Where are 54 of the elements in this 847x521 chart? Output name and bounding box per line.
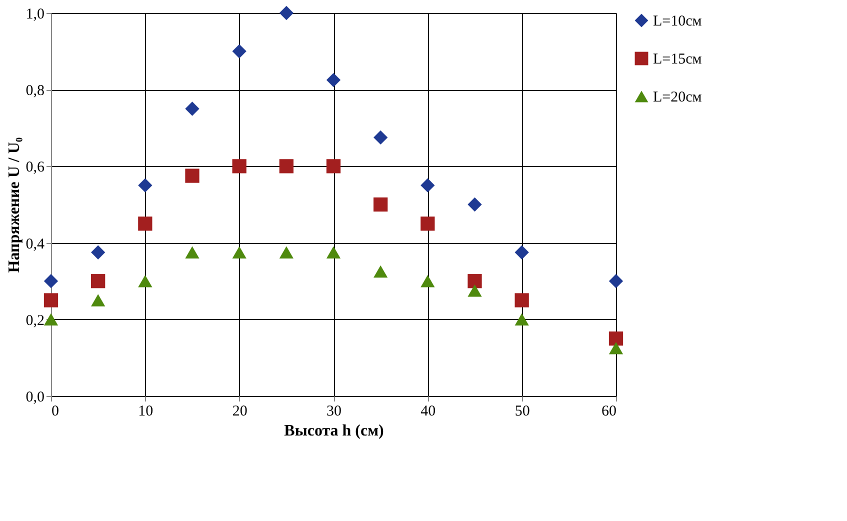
point	[185, 168, 200, 183]
point	[420, 216, 435, 231]
x-tick-label: 50	[514, 404, 530, 420]
point	[514, 293, 529, 308]
y-tick-label: 0,6	[26, 160, 45, 176]
point	[468, 274, 482, 288]
point	[374, 265, 388, 278]
y-tick-label: 0,2	[26, 312, 44, 329]
x-tick-label: 30	[326, 404, 342, 420]
point	[420, 178, 435, 192]
x-tick-label: 20	[232, 404, 248, 420]
point	[326, 246, 341, 258]
point	[468, 197, 482, 212]
point	[608, 342, 624, 354]
y-tick-label: 1,0	[26, 6, 44, 22]
legend-label: L=10см	[653, 14, 702, 30]
point	[608, 274, 624, 288]
point	[608, 331, 624, 346]
point	[232, 159, 246, 174]
x-tick-label: 60	[602, 404, 616, 420]
point	[138, 216, 152, 231]
point	[279, 6, 294, 20]
point	[138, 274, 152, 288]
point	[326, 159, 341, 174]
point	[91, 274, 106, 288]
x-axis-title: Высота h (см)	[284, 422, 384, 440]
x-tick-label: 0	[52, 404, 59, 420]
point	[232, 44, 246, 58]
point	[468, 284, 482, 297]
point	[185, 246, 200, 258]
point	[374, 130, 388, 145]
legend-label: L=15см	[653, 52, 702, 68]
x-tick-label: 40	[420, 404, 436, 420]
point	[420, 274, 435, 288]
point	[91, 294, 106, 306]
point	[44, 274, 58, 288]
point	[232, 246, 246, 258]
point	[138, 178, 152, 192]
y-tick-label: 0,0	[26, 390, 44, 406]
y-tick-label: 0,4	[26, 236, 45, 252]
point	[326, 72, 341, 88]
point	[279, 246, 294, 258]
point	[91, 245, 106, 260]
x-tick-label: 10	[138, 404, 154, 420]
point	[374, 197, 388, 212]
point	[44, 313, 58, 326]
point	[279, 159, 294, 174]
legend-label: L=20см	[653, 90, 702, 106]
point	[185, 102, 200, 116]
y-tick-label: 0,8	[26, 83, 44, 100]
y-axis-title: Напряжение U / U₀	[6, 137, 23, 273]
point	[514, 313, 529, 326]
point	[44, 293, 58, 308]
point	[514, 245, 529, 260]
